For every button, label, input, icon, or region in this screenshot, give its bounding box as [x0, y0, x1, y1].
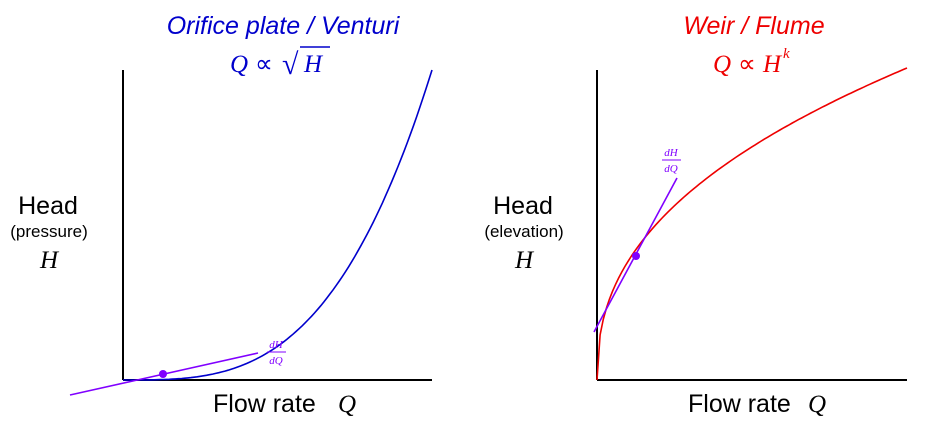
left-formula-h: H — [303, 51, 324, 78]
right-ylabel: Head (elevation) H — [484, 192, 563, 274]
left-formula-rel: ∝ — [255, 51, 273, 78]
right-xlabel: Flow rate Q — [688, 390, 826, 418]
left-tangent-label: dH dQ — [267, 339, 286, 367]
right-ylabel-var: H — [514, 247, 535, 274]
left-ylabel-var: H — [39, 247, 60, 274]
right-tangent-num: dH — [664, 147, 679, 159]
right-ylabel-main: Head — [493, 192, 553, 220]
left-tangent-den: dQ — [269, 355, 283, 367]
right-curve — [596, 67, 908, 381]
left-formula-q: Q — [230, 51, 248, 78]
right-formula-h: H — [762, 51, 783, 78]
right-xlabel-var: Q — [808, 391, 826, 418]
left-title: Orifice plate / Venturi — [167, 12, 401, 40]
right-panel: Weir / Flume Q ∝ H k Head (elevation) H … — [484, 12, 908, 418]
left-ylabel-main: Head — [18, 192, 78, 220]
right-formula-q: Q — [713, 51, 731, 78]
left-axes — [122, 70, 432, 381]
left-tangent-point — [159, 370, 167, 378]
left-ylabel-sub: (pressure) — [10, 222, 87, 241]
left-formula: Q ∝ √ H — [230, 46, 330, 81]
right-title: Weir / Flume — [683, 12, 824, 40]
right-axes — [596, 70, 907, 381]
left-formula-radical: √ — [282, 48, 299, 81]
right-formula: Q ∝ H k — [713, 46, 790, 78]
right-ylabel-sub: (elevation) — [484, 222, 563, 241]
left-xlabel: Flow rate Q — [213, 390, 356, 418]
left-ylabel: Head (pressure) H — [10, 192, 87, 274]
left-panel: Orifice plate / Venturi Q ∝ √ H Head (pr… — [10, 12, 433, 418]
left-curve — [123, 69, 433, 381]
right-xlabel-text: Flow rate — [688, 390, 791, 418]
right-tangent-label: dH dQ — [662, 147, 681, 175]
right-formula-exp: k — [783, 46, 790, 62]
right-tangent-den: dQ — [664, 163, 678, 175]
right-formula-rel: ∝ — [738, 51, 756, 78]
left-tangent-num: dH — [269, 339, 284, 351]
left-xlabel-var: Q — [338, 391, 356, 418]
left-xlabel-text: Flow rate — [213, 390, 316, 418]
right-tangent-point — [632, 252, 640, 260]
